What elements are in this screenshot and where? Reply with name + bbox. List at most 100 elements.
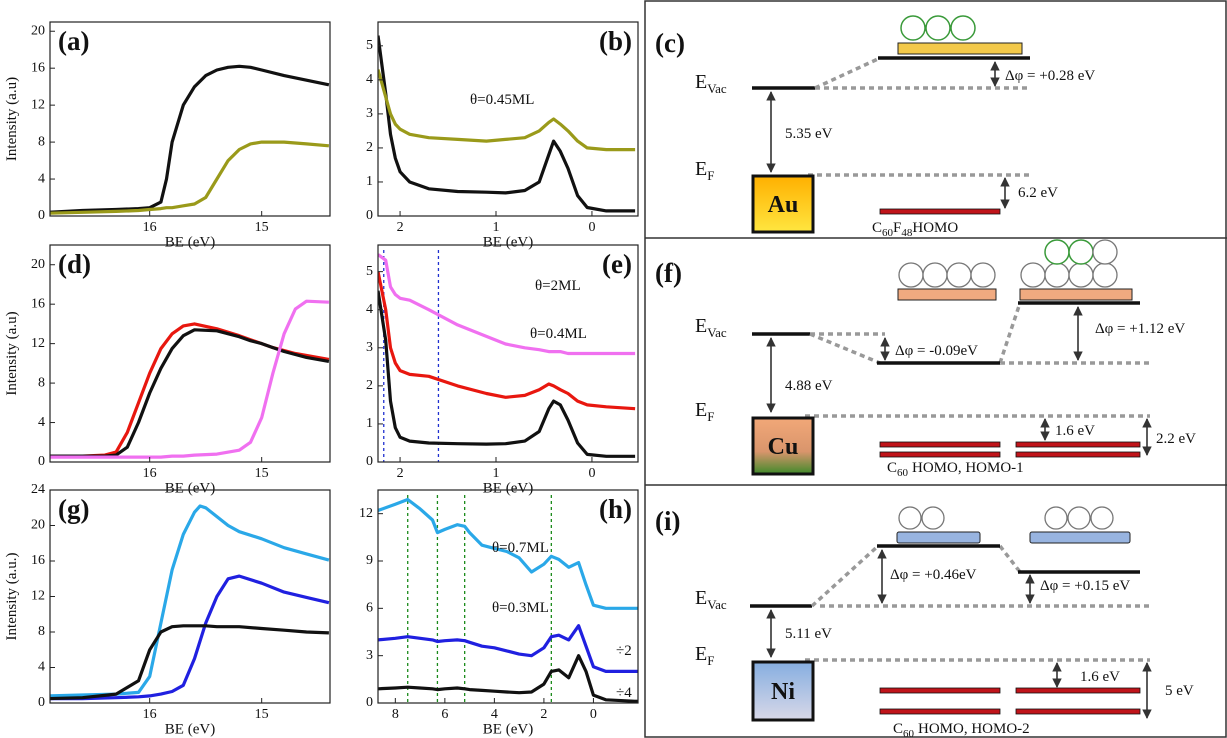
substrate-icon: [898, 43, 1022, 54]
y-tick-label: 0: [38, 695, 45, 710]
x-tick-label: 8: [392, 707, 399, 722]
diagram-f: (f) EVac EF Δφ = -0.09eV Δφ = +1.12 eV 4…: [655, 240, 1196, 479]
substrate-icon: [898, 289, 996, 300]
gap-label: 1.6 eV: [1080, 669, 1120, 685]
panel-label: (b): [599, 26, 632, 56]
x-tick-label: 15: [255, 466, 269, 481]
annotation: θ=2ML: [535, 278, 581, 294]
annotation: θ=0.4ML: [530, 326, 587, 342]
y-tick-label: 6: [366, 601, 373, 616]
y-axis-label: Intensity (a.u): [4, 311, 20, 395]
x-tick-label: 15: [255, 220, 269, 235]
molecule-icons: [899, 240, 1117, 287]
x-tick-label: 6: [441, 707, 448, 722]
y-tick-label: 5: [366, 38, 373, 53]
panel-label: (g): [58, 494, 89, 524]
x-tick-label: 1: [493, 220, 500, 235]
gap-label: 2.2 eV: [1156, 431, 1196, 447]
substrate-icon: [897, 532, 980, 543]
dashed-level: [805, 303, 1150, 416]
gap-label: 1.6 eV: [1055, 423, 1095, 439]
homo-level: [880, 209, 1000, 214]
shift-label: Δφ = +0.28 eV: [1005, 68, 1095, 84]
work-function: 4.88 eV: [785, 378, 833, 394]
y-tick-label: 12: [31, 336, 45, 351]
homo-level: [1016, 452, 1140, 457]
homo-level: [1016, 709, 1140, 714]
data-line: [49, 142, 329, 213]
panel-label: (c): [655, 28, 685, 58]
data-line: [49, 330, 329, 456]
y-tick-label: 0: [38, 208, 45, 223]
y-tick-label: 1: [366, 174, 373, 189]
x-axis-label: BE (eV): [165, 721, 215, 737]
y-tick-label: 4: [38, 660, 45, 675]
x-tick-label: 2: [397, 220, 404, 235]
y-axis-label: Intensity (a.u.): [4, 553, 20, 641]
homo-level: [1016, 442, 1140, 447]
shift-label: Δφ = +0.46eV: [890, 567, 977, 583]
work-function: 5.35 eV: [785, 126, 833, 142]
x-axis-label: BE (eV): [165, 480, 215, 496]
y-tick-label: 20: [31, 518, 45, 533]
gap-label: 6.2 eV: [1018, 185, 1058, 201]
data-line: [378, 70, 635, 150]
annotation: ÷2: [616, 643, 632, 659]
gap-label: 5 eV: [1165, 683, 1194, 699]
frame: [645, 1, 1226, 737]
substrate-icon: [1030, 532, 1130, 543]
x-tick-label: 0: [590, 707, 597, 722]
x-tick-label: 4: [491, 707, 498, 722]
plot-area: [378, 255, 635, 457]
y-tick-label: 0: [38, 454, 45, 469]
data-line: [378, 626, 638, 672]
plot-area: [49, 301, 329, 457]
y-tick-label: 20: [31, 23, 45, 38]
y-tick-label: 8: [38, 624, 45, 639]
data-line: [378, 272, 635, 409]
y-axis-label: Intensity (a.u): [4, 77, 20, 161]
data-line: [378, 36, 635, 211]
diagram-c: (c) EVac EF Δφ = +0.28 eV 5.35 eV Au 6.2…: [655, 16, 1095, 239]
axes-frame: [50, 22, 330, 216]
x-tick-label: 16: [143, 707, 157, 722]
data-line: [378, 656, 638, 702]
y-tick-label: 20: [31, 257, 45, 272]
y-tick-label: 0: [366, 454, 373, 469]
y-tick-label: 2: [366, 140, 373, 155]
y-tick-label: 3: [366, 648, 373, 663]
y-tick-label: 16: [31, 296, 45, 311]
y-tick-label: 1: [366, 416, 373, 431]
panel-label: (d): [58, 249, 91, 279]
annotation: ÷4: [616, 685, 632, 701]
metal-label: Ni: [771, 679, 795, 705]
x-tick-label: 2: [540, 707, 547, 722]
annotation: θ=0.3ML: [492, 600, 549, 616]
x-tick-label: 0: [588, 466, 595, 481]
y-tick-label: 8: [38, 375, 45, 390]
panel-label: (a): [58, 26, 89, 56]
homo-label: C60F48HOMO: [872, 220, 958, 239]
y-tick-label: 5: [366, 264, 373, 279]
annotation: θ=0.7ML: [492, 540, 549, 556]
x-axis-label: BE (eV): [483, 480, 533, 496]
y-tick-label: 0: [366, 695, 373, 710]
chart-panel: 0481216201615BE (eV)Intensity (a.u)(a): [4, 22, 330, 250]
figure: 0481216201615BE (eV)Intensity (a.u)(a)01…: [0, 0, 1227, 738]
ef-label: EF: [695, 643, 714, 668]
panel-label: (i): [655, 506, 680, 536]
panel-label: (f): [655, 258, 682, 288]
plot-area: [378, 36, 635, 211]
homo-level: [880, 709, 1000, 714]
y-tick-label: 24: [31, 482, 45, 497]
shift-label: Δφ = +1.12 eV: [1095, 321, 1185, 337]
x-tick-label: 16: [143, 220, 157, 235]
y-tick-label: 4: [366, 302, 373, 317]
x-axis-label: BE (eV): [483, 721, 533, 737]
annotation: θ=0.45ML: [470, 92, 534, 108]
y-tick-label: 12: [359, 506, 373, 521]
metal-label: Au: [768, 192, 799, 218]
